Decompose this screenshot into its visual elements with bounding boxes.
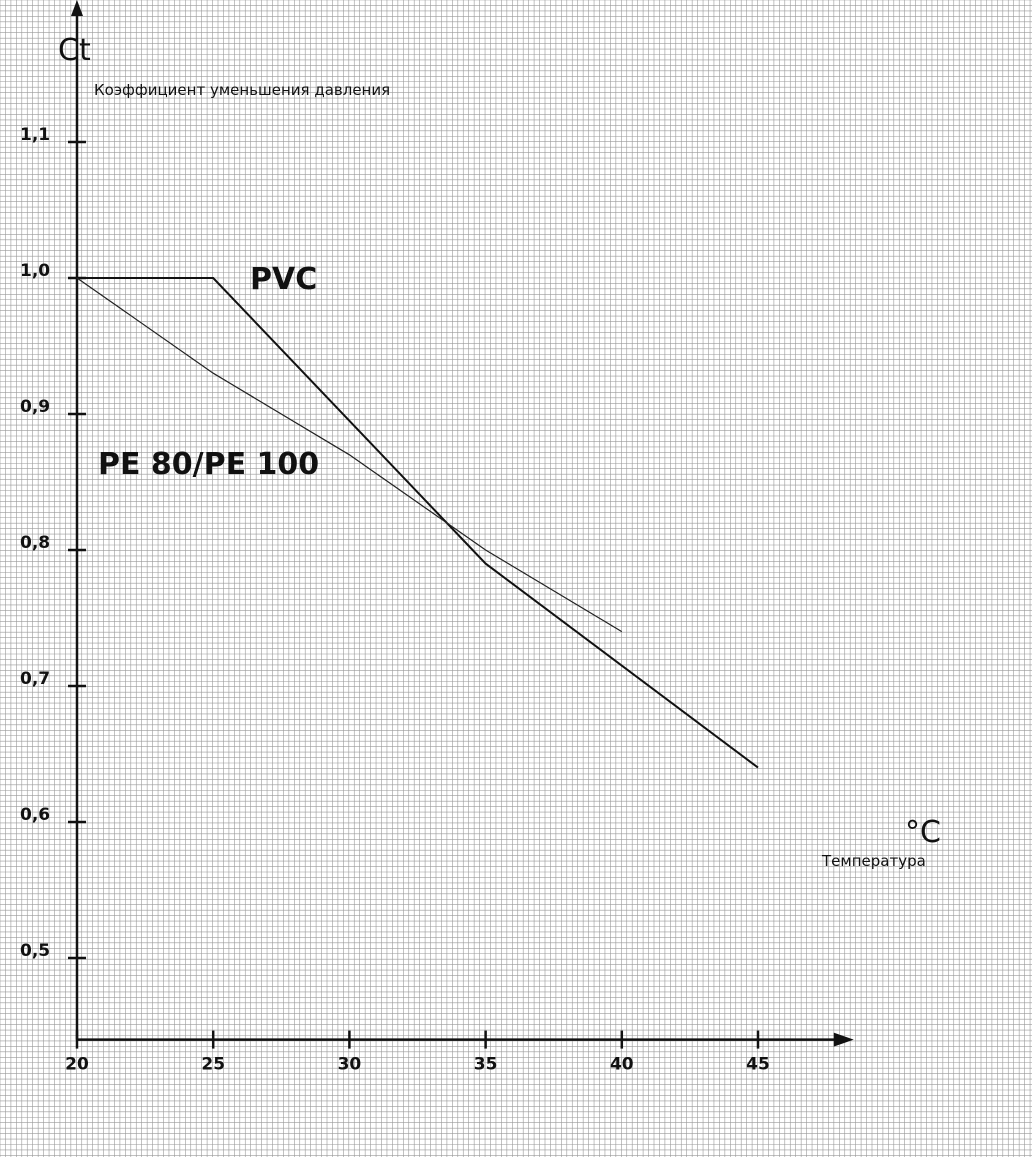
y-axis-arrow	[71, 0, 83, 17]
x-tick-label: 35	[474, 1055, 498, 1075]
x-tick-label: 20	[65, 1055, 89, 1075]
x-axis-title: Температура	[821, 852, 926, 870]
x-tick-label: 45	[746, 1055, 770, 1075]
axes	[71, 0, 854, 1047]
x-tick-label: 30	[338, 1055, 362, 1075]
y-tick-label: 1,0	[20, 261, 50, 281]
series-line-1	[76, 277, 623, 633]
y-axis-title: Коэффициент уменьшения давления	[94, 81, 390, 99]
x-axis-arrow	[833, 1032, 854, 1047]
y-tick-label: 0,7	[20, 669, 50, 689]
y-tick-label: 0,9	[20, 397, 50, 417]
series-label-pe: PE 80/PE 100	[98, 447, 319, 482]
y-tick-label: 0,8	[20, 533, 50, 553]
series-label-pvc: PVC	[250, 262, 317, 297]
x-tick-label: 25	[201, 1055, 225, 1075]
y-tick-label: 1,1	[20, 125, 50, 145]
x-tick-label: 40	[610, 1055, 634, 1075]
series	[76, 277, 759, 769]
series-line-0	[77, 277, 759, 769]
ticks: 20 25 30 35 40 45 0,5 0,6 0,7 0,8 0,9 1,0 1,1	[20, 125, 770, 1075]
y-axis-symbol: Ct	[58, 33, 91, 68]
y-tick-label: 0,6	[20, 805, 50, 825]
y-tick-label: 0,5	[20, 941, 50, 961]
x-axis-symbol: °C	[905, 815, 941, 850]
